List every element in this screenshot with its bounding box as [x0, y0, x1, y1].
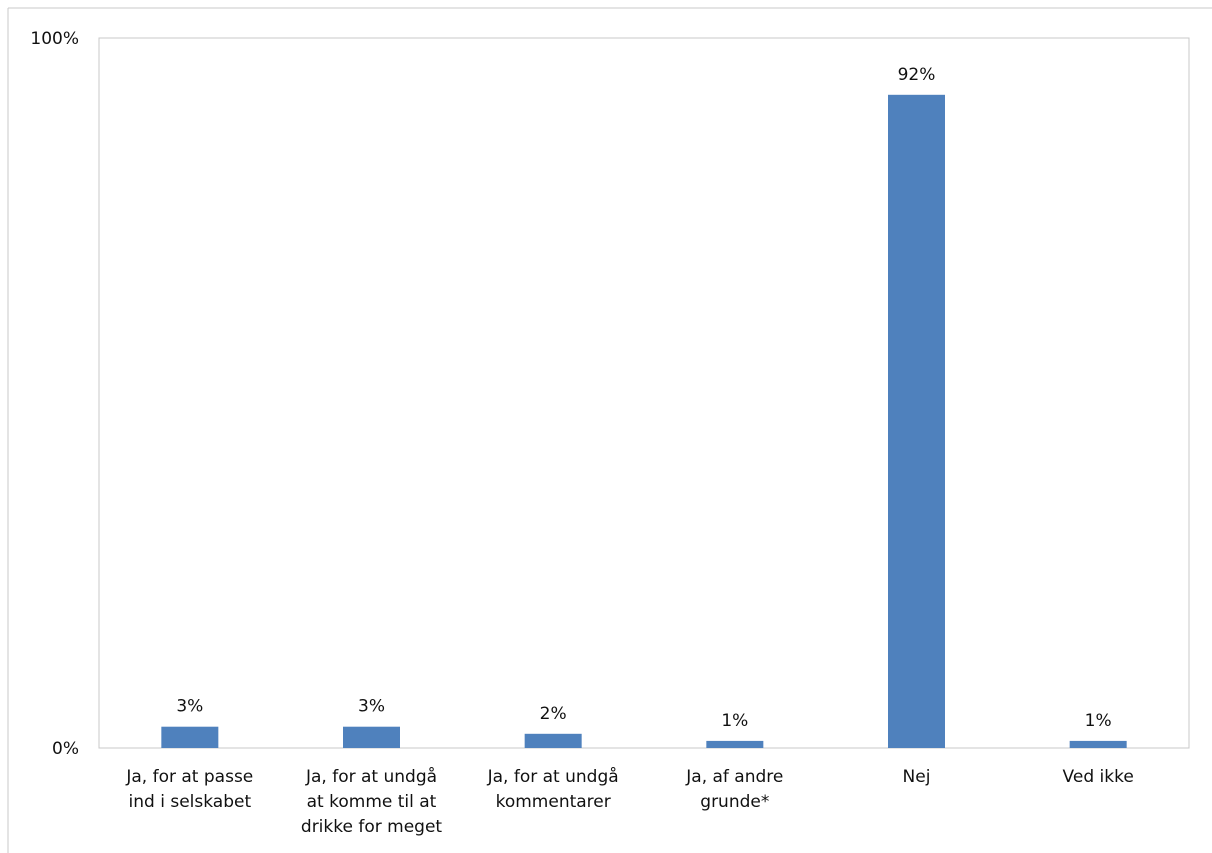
- y-axis-ticks: 0% 100%: [30, 29, 79, 759]
- x-tick-label: at komme til at: [307, 792, 437, 812]
- y-tick-label: 0%: [52, 739, 79, 759]
- data-label: 3%: [176, 697, 203, 717]
- x-tick-label: Ja, for at undgå: [305, 766, 437, 787]
- data-label: 3%: [358, 697, 385, 717]
- bar: [706, 740, 764, 748]
- x-tick-label: Ja, for at undgå: [487, 766, 619, 787]
- x-tick-label: drikke for meget: [301, 817, 442, 837]
- x-tick-label: ind i selskabet: [129, 792, 252, 812]
- x-tick-label: grunde*: [700, 792, 769, 812]
- bar: [161, 726, 219, 748]
- bar: [343, 726, 400, 748]
- data-label: 1%: [721, 711, 748, 731]
- x-tick-label: Ja, for at passe: [125, 767, 253, 787]
- x-axis-labels: Ja, for at passe ind i selskabet Ja, for a…: [125, 766, 1133, 837]
- data-label: 2%: [540, 704, 567, 724]
- bar-series: [161, 94, 1127, 749]
- bar: [524, 733, 582, 748]
- data-label: 1%: [1085, 711, 1112, 731]
- x-tick-label: Ja, af andre: [685, 767, 783, 787]
- x-tick-label: Ved ikke: [1063, 767, 1134, 787]
- y-tick-label: 100%: [30, 29, 79, 49]
- plot-area: [98, 37, 1190, 749]
- x-tick-label: kommentarer: [496, 792, 611, 812]
- data-label: 92%: [898, 65, 936, 85]
- bar: [888, 94, 945, 749]
- x-tick-label: Nej: [903, 767, 931, 787]
- data-labels: 3% 3% 2% 1% 92% 1%: [176, 65, 1111, 731]
- bar: [1069, 740, 1127, 748]
